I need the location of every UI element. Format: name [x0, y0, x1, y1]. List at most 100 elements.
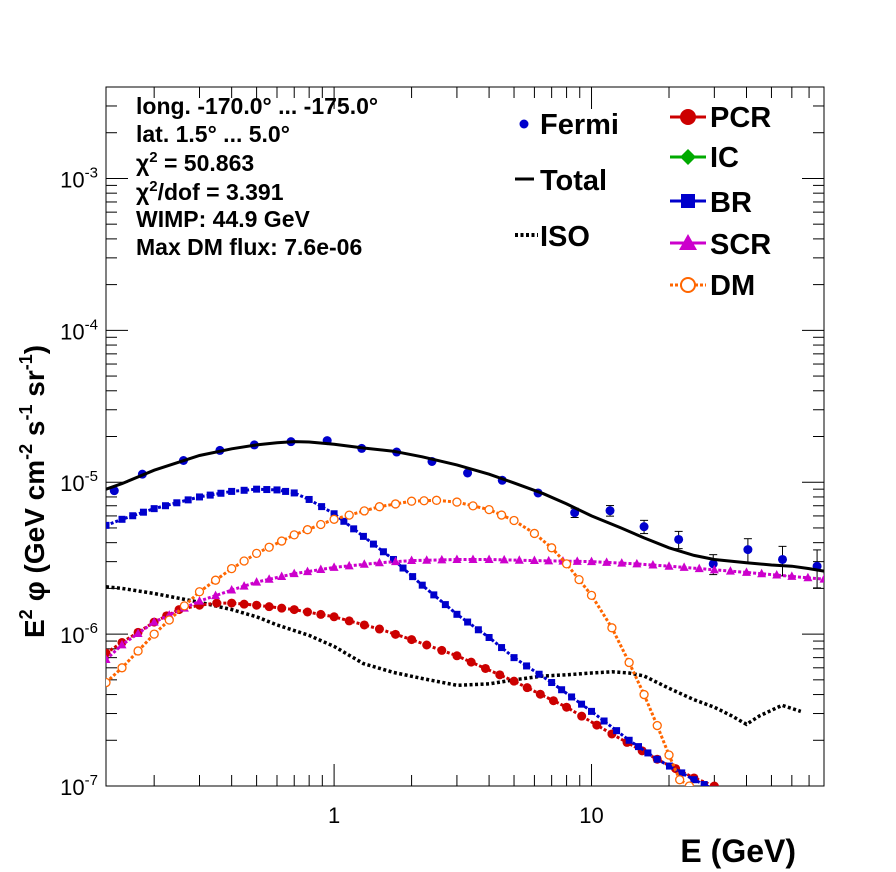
series-fermi-point — [778, 554, 788, 564]
series-pcr-point — [509, 676, 519, 686]
series-pcr-point — [391, 629, 401, 639]
series-br-point — [523, 662, 531, 670]
series-br-point — [644, 749, 652, 757]
series-scr-point — [544, 555, 554, 565]
legend-br-label: BR — [710, 187, 752, 219]
series-dm-point — [431, 495, 442, 505]
series-pcr-point — [535, 689, 545, 699]
legend-fermi-marker — [519, 119, 529, 129]
series-fermi-point — [708, 559, 718, 569]
series-pcr-point — [344, 616, 354, 626]
series-br-point — [379, 548, 387, 556]
series-br-point — [548, 679, 556, 687]
series-br-point — [678, 769, 686, 777]
series-dm-point — [484, 504, 494, 515]
series-br-point — [118, 515, 126, 523]
series-pcr-point — [562, 702, 572, 712]
legend-left: Fermi Total ISO — [515, 109, 619, 253]
legend-iso-label: ISO — [540, 221, 590, 253]
series-scr-line — [106, 558, 824, 661]
series-br-point — [305, 495, 313, 503]
y-tick-labels: 10-7 10-6 10-5 10-4 10-3 — [60, 164, 98, 800]
info-chi2-dof: χ2/dof = 3.391 — [136, 178, 284, 205]
series-br-point — [498, 644, 506, 652]
y-tick-label: 10-6 — [60, 620, 98, 648]
y-tick-label: 10-7 — [60, 772, 98, 800]
series-dm-point — [664, 750, 674, 760]
series-dm-point — [624, 657, 634, 668]
series-scr-point — [149, 617, 159, 626]
series-dm-point — [239, 556, 249, 566]
series-scr-point — [374, 557, 384, 567]
series-br-point — [613, 727, 621, 735]
series-br-point — [173, 499, 181, 507]
series-br-point — [206, 491, 214, 499]
series-scr-point — [694, 563, 704, 573]
series-pcr-point — [466, 657, 476, 667]
series-dm-point — [675, 775, 685, 785]
series-dm-point — [419, 496, 429, 506]
series-dm-point — [194, 587, 205, 597]
series-pcr-point — [264, 602, 274, 612]
legend-br-symbol — [670, 194, 706, 208]
series-dm-point — [574, 574, 584, 585]
y-axis-label: E2φ (GeV cm-2 s-1 sr-1) — [16, 345, 50, 638]
series-pcr-point — [329, 612, 339, 622]
series-br-point — [558, 686, 566, 694]
series-scr-point — [602, 557, 612, 566]
series-pcr-point — [480, 663, 490, 673]
series-scr-point — [407, 555, 417, 565]
series-br-point — [150, 505, 158, 513]
series-scr-point — [587, 556, 597, 566]
y-tick-label: 10-4 — [60, 316, 98, 344]
series-fermi-point — [639, 522, 649, 532]
series-pcr-point — [212, 598, 222, 608]
series-dm-point — [561, 559, 572, 569]
series-scr-point — [316, 564, 326, 573]
series-scr-point — [709, 564, 719, 574]
series-dm-point — [496, 510, 507, 520]
series-br-point — [240, 486, 248, 494]
series-br-point — [253, 485, 261, 493]
series-scr-point — [499, 554, 509, 564]
legend-dm-label: DM — [710, 270, 755, 302]
series-scr-point — [344, 560, 354, 570]
series-scr-point — [239, 581, 249, 590]
series-scr-point — [529, 555, 539, 565]
series-br-point — [161, 502, 169, 510]
series-dm-point — [133, 646, 143, 656]
info-wimp: WIMP: 44.9 GeV — [136, 206, 310, 232]
series-pcr-point — [437, 645, 447, 655]
series-pcr-point — [227, 598, 237, 608]
series-dm-point — [117, 663, 127, 673]
series-br-point — [441, 601, 449, 609]
series-br-point — [273, 486, 281, 494]
legend-pcr-label: PCR — [710, 102, 771, 134]
series-pcr-point — [548, 696, 558, 706]
series-scr-point — [514, 555, 524, 564]
series-br-point — [263, 486, 271, 494]
series-pcr-point — [252, 600, 262, 610]
y-tick-label: 10-3 — [60, 164, 98, 192]
legend-total-label: Total — [540, 165, 607, 197]
series-scr-point — [252, 577, 262, 586]
series-br-point — [588, 707, 596, 715]
series-br-point — [665, 762, 673, 770]
series-dm-point — [164, 615, 174, 625]
series-dm-point — [251, 548, 262, 559]
series-fermi-point — [463, 468, 473, 478]
series-scr-point — [484, 554, 494, 563]
series-scr-point — [819, 574, 824, 583]
legend-pcr-symbol — [670, 109, 706, 125]
series-dm-point — [452, 497, 462, 507]
series-br-point — [474, 626, 482, 634]
series-dm-point — [106, 677, 111, 688]
series-scr-point — [648, 560, 658, 569]
series-scr-point — [617, 558, 627, 567]
series-scr-point — [787, 571, 797, 580]
x-tick-labels: 1 10 — [328, 803, 604, 828]
series-dm-point — [264, 542, 274, 552]
series-fermi-point — [605, 506, 615, 516]
series-dm-point — [277, 536, 287, 546]
info-latitude: lat. 1.5° ... 5.0° — [136, 121, 290, 147]
